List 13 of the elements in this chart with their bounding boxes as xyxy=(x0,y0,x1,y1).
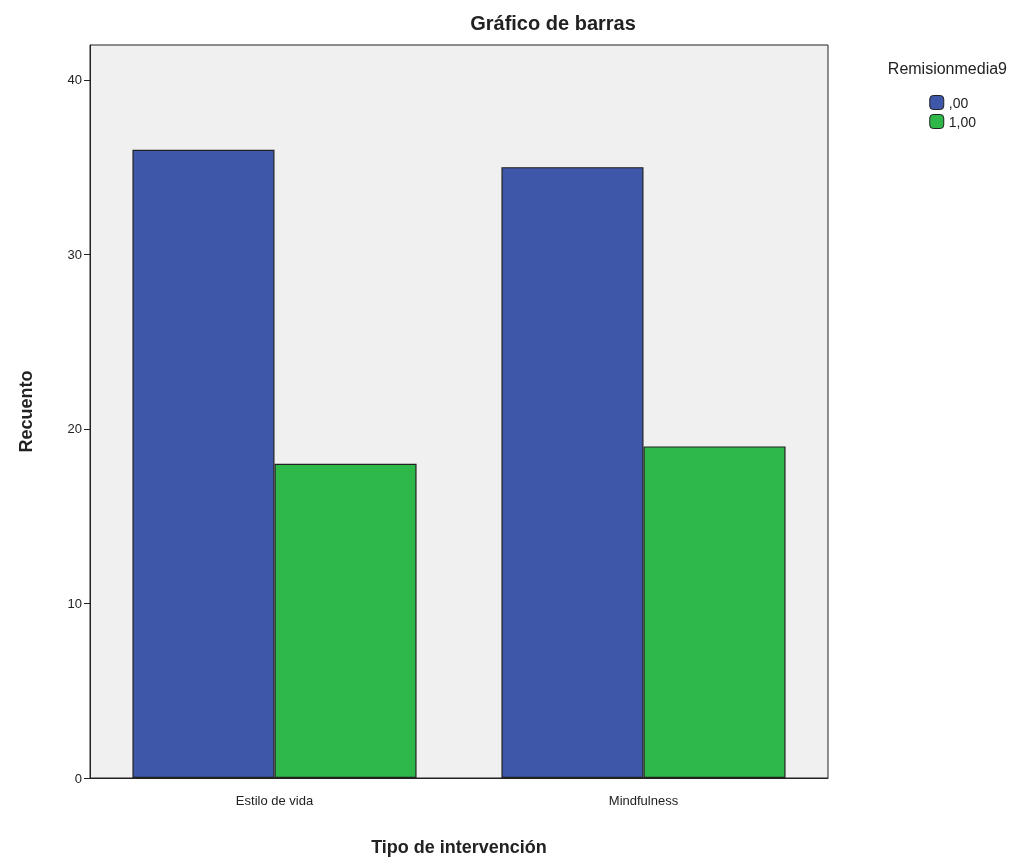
y-axis-title: Recuento xyxy=(16,370,36,453)
chart-title: Gráfico de barras xyxy=(470,12,636,34)
x-tick-label: Estilo de vida xyxy=(235,793,314,808)
y-tick-label: 20 xyxy=(67,421,82,437)
x-tick-label: Mindfulness xyxy=(608,793,679,808)
legend-title: Remisionmedia9 xyxy=(887,59,1008,77)
y-tick-label: 30 xyxy=(67,246,82,262)
y-tick-label: 40 xyxy=(67,72,82,88)
y-tick-label: 10 xyxy=(67,595,82,611)
legend-label: 1,00 xyxy=(948,113,977,130)
legend-label: ,00 xyxy=(948,94,969,111)
x-axis-title: Tipo de intervención xyxy=(371,837,547,857)
y-tick-label: 0 xyxy=(74,770,82,786)
